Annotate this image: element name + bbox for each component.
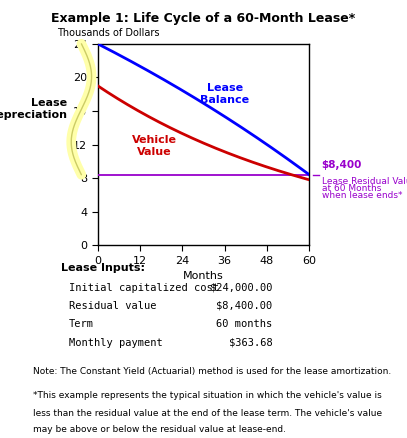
Text: Term: Term: [69, 319, 94, 329]
Text: may be above or below the residual value at lease-end.: may be above or below the residual value…: [33, 425, 286, 434]
Text: Thousands of Dollars: Thousands of Dollars: [57, 28, 160, 38]
Text: Lease
Balance: Lease Balance: [200, 83, 249, 105]
Text: less than the residual value at the end of the lease term. The vehicle's value: less than the residual value at the end …: [33, 409, 382, 418]
Text: Vehicle
Value: Vehicle Value: [131, 135, 177, 157]
Text: Residual value: Residual value: [69, 301, 157, 311]
Text: *This example represents the typical situation in which the vehicle's value is: *This example represents the typical sit…: [33, 391, 381, 400]
Text: $24,000.00: $24,000.00: [210, 283, 273, 293]
Text: at 60 Months: at 60 Months: [322, 184, 381, 194]
Text: Initial capitalized cost: Initial capitalized cost: [69, 283, 219, 293]
Text: Lease Residual Value: Lease Residual Value: [322, 177, 407, 186]
Text: Example 1: Life Cycle of a 60-Month Lease*: Example 1: Life Cycle of a 60-Month Leas…: [51, 12, 356, 25]
Text: $8,400: $8,400: [322, 160, 362, 170]
Text: $363.68: $363.68: [229, 338, 273, 348]
Text: $8,400.00: $8,400.00: [217, 301, 273, 311]
Text: Lease
Depreciation: Lease Depreciation: [0, 99, 67, 120]
Text: Monthly payment: Monthly payment: [69, 338, 163, 348]
Text: Note: The Constant Yield (Actuarial) method is used for the lease amortization.: Note: The Constant Yield (Actuarial) met…: [33, 367, 391, 376]
Text: Lease Inputs:: Lease Inputs:: [61, 263, 145, 273]
Text: 60 months: 60 months: [217, 319, 273, 329]
Text: when lease ends*: when lease ends*: [322, 191, 402, 201]
X-axis label: Months: Months: [183, 271, 224, 281]
